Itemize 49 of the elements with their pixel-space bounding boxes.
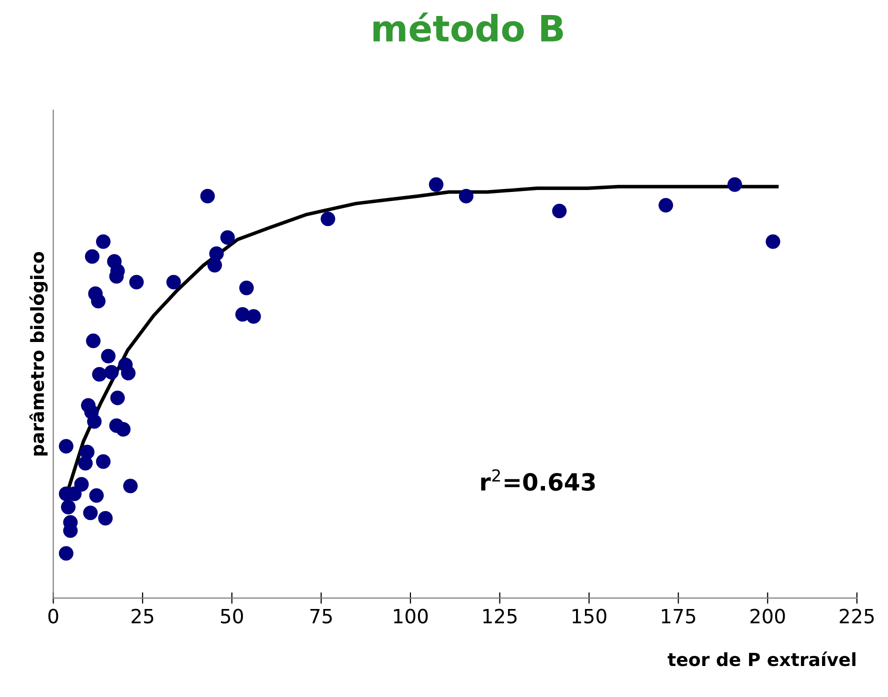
x-tick-label: 25 [132, 608, 154, 624]
point [123, 478, 138, 494]
point [98, 510, 113, 526]
y-axis-title: parâmetro biológico [29, 252, 48, 456]
point [58, 546, 74, 561]
point [89, 488, 104, 503]
point [209, 246, 224, 261]
point [116, 422, 131, 437]
point [87, 414, 102, 429]
annotation: r$^{2}$=0.643 [481, 469, 595, 491]
point [727, 177, 742, 192]
point [166, 274, 181, 290]
point [552, 204, 567, 218]
x-tick-label: 75 [310, 609, 332, 624]
x-tick-label: 0 [48, 608, 58, 624]
point [84, 249, 100, 264]
x-tick-label: 175 [662, 609, 696, 624]
point [121, 366, 136, 380]
point [80, 444, 94, 460]
point [96, 454, 111, 469]
x-tick-label: 50 [220, 608, 243, 624]
x-tick-label: 150 [572, 608, 606, 624]
point [92, 367, 107, 382]
point [61, 500, 76, 514]
point [86, 334, 101, 348]
point [129, 274, 144, 290]
point [220, 230, 235, 245]
point [91, 294, 106, 308]
x-tick-label: 225 [840, 608, 874, 624]
x-axis-title: teor de P extraível [668, 652, 856, 666]
point [104, 364, 119, 380]
chart-title: método B [374, 12, 563, 42]
x-tick-label: 200 [750, 608, 785, 624]
point [200, 188, 215, 204]
point [246, 309, 261, 324]
point [458, 188, 474, 204]
point [766, 234, 780, 249]
point [110, 390, 125, 406]
point [101, 348, 116, 364]
point [239, 280, 254, 296]
x-tick-label: 125 [483, 608, 517, 624]
point [74, 477, 89, 492]
point [58, 438, 74, 454]
point [96, 234, 111, 249]
point [83, 506, 98, 520]
point [320, 212, 336, 226]
x-tick-label: 100 [394, 608, 428, 624]
point [658, 198, 674, 213]
point [428, 177, 444, 192]
